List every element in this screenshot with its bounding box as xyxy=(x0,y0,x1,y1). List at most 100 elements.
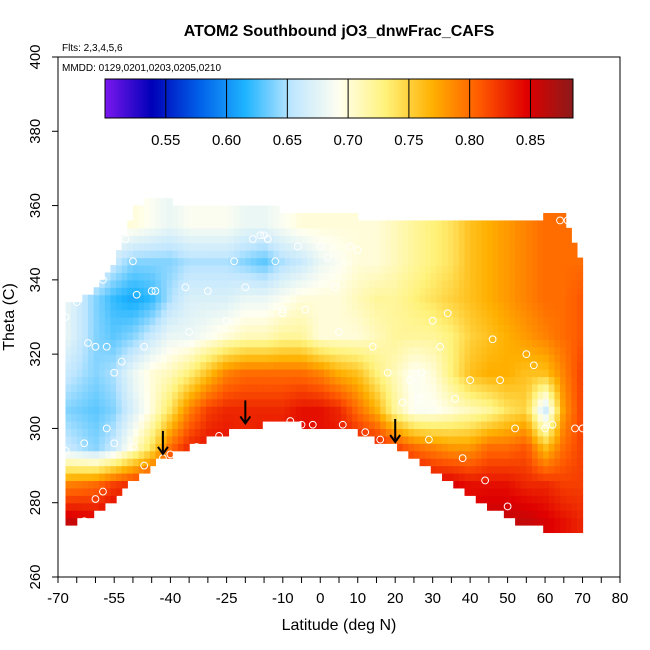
heatmap-cell xyxy=(127,242,134,251)
heatmap-cell xyxy=(172,242,179,251)
heatmap-cell xyxy=(560,487,567,496)
heatmap-cell xyxy=(200,294,207,303)
heatmap-cell xyxy=(560,287,567,296)
heatmap-cell xyxy=(71,413,78,422)
heatmap-cell xyxy=(509,391,516,400)
heatmap-cell xyxy=(531,235,539,244)
heatmap-cell xyxy=(65,331,72,340)
heatmap-cell xyxy=(205,383,213,392)
heatmap-cell xyxy=(194,242,201,251)
colorbar-swatch xyxy=(241,79,244,118)
heatmap-cell xyxy=(340,257,348,266)
heatmap-cell xyxy=(560,502,567,511)
heatmap-cell xyxy=(99,450,106,459)
heatmap-cell xyxy=(442,391,449,400)
observation-point xyxy=(110,368,119,377)
colorbar-swatch xyxy=(221,79,224,118)
heatmap-cell xyxy=(132,450,140,459)
heatmap-cell xyxy=(531,413,539,422)
heatmap-cell xyxy=(526,428,533,437)
heatmap-cell xyxy=(498,227,505,236)
heatmap-cell xyxy=(520,450,527,459)
heatmap-cell xyxy=(127,302,134,311)
heatmap-cell xyxy=(520,517,527,526)
heatmap-cell xyxy=(301,242,308,251)
heatmap-cell xyxy=(520,250,527,259)
colorbar-swatch xyxy=(351,79,354,118)
heatmap-cell xyxy=(144,435,151,444)
heatmap-cell xyxy=(481,227,488,236)
heatmap-cell xyxy=(380,398,387,407)
heatmap-cell xyxy=(436,354,443,363)
heatmap-cell xyxy=(492,317,499,326)
heatmap-cell xyxy=(149,279,157,288)
heatmap-cell xyxy=(458,279,466,288)
heatmap-cell xyxy=(200,339,207,348)
observation-point xyxy=(151,287,160,295)
heatmap-cell xyxy=(245,220,252,229)
heatmap-cell xyxy=(397,376,404,385)
heatmap-cell xyxy=(262,317,269,326)
heatmap-cell xyxy=(498,495,505,504)
heatmap-cell xyxy=(565,235,572,244)
heatmap-cell xyxy=(116,302,123,311)
heatmap-cell xyxy=(155,354,162,363)
heatmap-cell xyxy=(363,413,370,422)
heatmap-cell xyxy=(470,428,477,437)
heatmap-cell xyxy=(183,324,190,333)
observation-point xyxy=(417,368,426,377)
heatmap-cell xyxy=(312,272,319,281)
heatmap-cell xyxy=(481,265,488,274)
heatmap-cell xyxy=(560,309,567,318)
heatmap-cell xyxy=(189,302,196,311)
heatmap-cell xyxy=(352,376,359,385)
heatmap-cell xyxy=(509,458,516,467)
colorbar-swatch xyxy=(381,79,384,118)
heatmap-cell xyxy=(121,443,128,452)
heatmap-cell xyxy=(256,309,263,318)
heatmap-cell xyxy=(217,205,224,214)
heatmap-cell xyxy=(515,487,522,496)
heatmap-cell xyxy=(273,250,280,259)
colorbar-swatch xyxy=(337,79,340,118)
heatmap-cell xyxy=(290,302,297,311)
heatmap-cell xyxy=(374,265,381,274)
colorbar-swatch xyxy=(237,79,240,118)
heatmap-cell xyxy=(368,279,376,288)
heatmap-cell xyxy=(419,428,426,437)
observation-point xyxy=(203,287,212,295)
heatmap-cell xyxy=(329,257,336,266)
heatmap-cell xyxy=(520,495,527,504)
heatmap-cell xyxy=(520,406,527,415)
heatmap-cell xyxy=(397,324,404,333)
heatmap-cell xyxy=(368,421,376,430)
heatmap-cell xyxy=(526,517,533,526)
heatmap-cell xyxy=(492,339,499,348)
heatmap-cell xyxy=(402,309,409,318)
heatmap-cell xyxy=(279,235,286,244)
heatmap-cell xyxy=(374,279,381,288)
heatmap-cell xyxy=(234,383,241,392)
heatmap-cell xyxy=(520,220,527,229)
heatmap-cell xyxy=(273,205,280,214)
heatmap-cell xyxy=(548,443,556,452)
heatmap-cell xyxy=(217,346,224,355)
heatmap-cell xyxy=(307,250,314,259)
heatmap-cell xyxy=(99,376,106,385)
heatmap-cell xyxy=(526,473,533,482)
heatmap-cell xyxy=(385,435,393,444)
heatmap-cell xyxy=(290,391,297,400)
heatmap-cell xyxy=(222,302,230,311)
heatmap-cell xyxy=(116,294,123,303)
heatmap-cell xyxy=(273,257,280,266)
colorbar-swatch xyxy=(407,79,410,118)
heatmap-cell xyxy=(458,383,466,392)
heatmap-cell xyxy=(352,294,359,303)
heatmap-cell xyxy=(509,450,516,459)
heatmap-cell xyxy=(531,279,539,288)
heatmap-cell xyxy=(565,435,572,444)
heatmap-cell xyxy=(458,250,466,259)
heatmap-cell xyxy=(250,376,258,385)
heatmap-cell xyxy=(290,265,297,274)
heatmap-cell xyxy=(565,458,572,467)
